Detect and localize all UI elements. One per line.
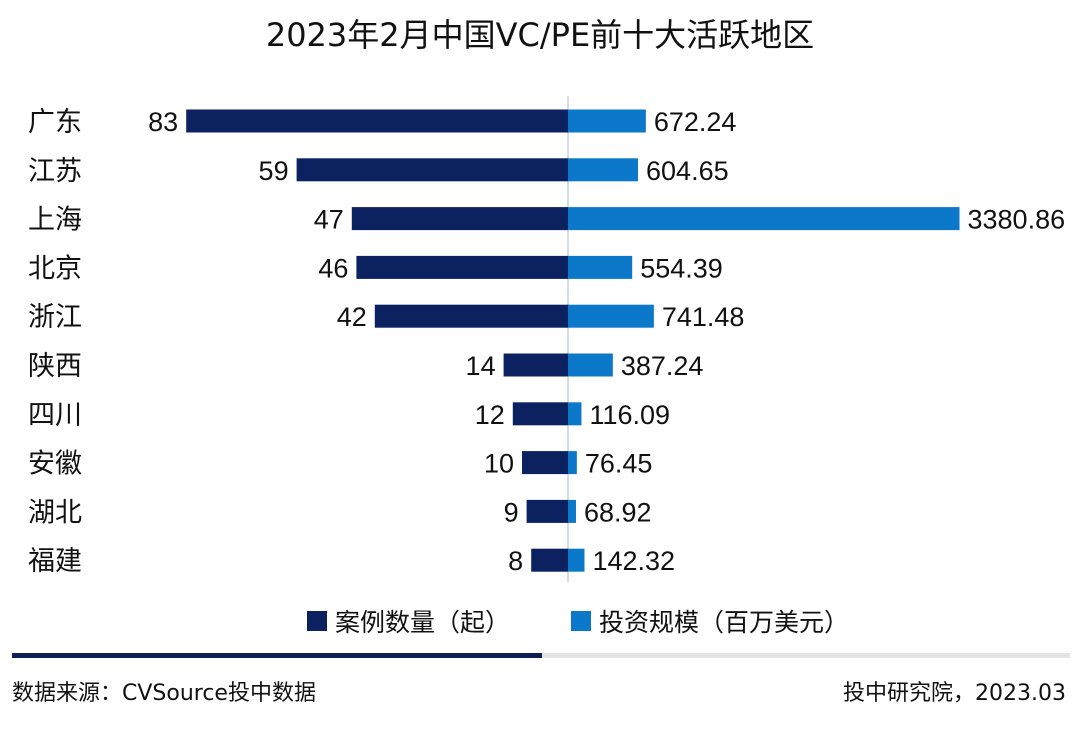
value-label-case-count: 10 bbox=[484, 449, 514, 479]
category-label: 江苏 bbox=[28, 156, 82, 187]
bar-investment-size bbox=[568, 207, 960, 231]
data-source-note: 数据来源：CVSource投中数据 bbox=[12, 681, 316, 706]
bar-investment-size bbox=[568, 304, 654, 328]
category-label: 四川 bbox=[28, 400, 82, 431]
value-label-investment-size: 604.65 bbox=[646, 156, 729, 186]
value-label-investment-size: 672.24 bbox=[654, 107, 737, 137]
bar-case-count bbox=[186, 109, 568, 133]
value-label-case-count: 59 bbox=[259, 156, 289, 186]
category-label: 广东 bbox=[28, 107, 82, 138]
value-label-investment-size: 741.48 bbox=[662, 302, 745, 332]
legend-label-investment-size: 投资规模（百万美元） bbox=[599, 608, 849, 637]
value-label-investment-size: 387.24 bbox=[621, 351, 704, 381]
category-label: 福建 bbox=[28, 546, 82, 577]
category-label: 陕西 bbox=[28, 351, 82, 382]
legend-label-case-count: 案例数量（起） bbox=[335, 608, 510, 637]
bar-investment-size bbox=[568, 548, 585, 572]
bar-case-count bbox=[296, 158, 568, 182]
footer-divider-light bbox=[542, 653, 1070, 658]
value-label-investment-size: 68.92 bbox=[584, 497, 652, 527]
bar-investment-size bbox=[568, 109, 646, 133]
value-label-case-count: 46 bbox=[318, 253, 348, 283]
bar-case-count bbox=[526, 499, 568, 523]
bar-case-count bbox=[503, 353, 568, 377]
publisher-credit: 投中研究院，2023.03 bbox=[843, 681, 1066, 706]
value-label-investment-size: 554.39 bbox=[640, 253, 723, 283]
value-label-case-count: 14 bbox=[466, 351, 496, 381]
footer-divider-dark bbox=[12, 653, 542, 658]
category-label: 湖北 bbox=[28, 497, 82, 528]
category-label: 安徽 bbox=[28, 449, 82, 480]
category-label: 浙江 bbox=[28, 302, 82, 333]
bar-investment-size bbox=[568, 158, 639, 182]
value-label-investment-size: 116.09 bbox=[589, 400, 670, 430]
bar-case-count bbox=[512, 402, 568, 426]
value-label-investment-size: 142.32 bbox=[592, 546, 675, 576]
value-label-case-count: 9 bbox=[504, 497, 519, 527]
bar-investment-size bbox=[568, 402, 582, 426]
diverging-bar-chart: 广东 83 672.24 江苏 59 604.65 上海 47 3380.86 北京 46 554.3… bbox=[28, 96, 1066, 637]
value-label-investment-size: 76.45 bbox=[585, 449, 653, 479]
category-label: 北京 bbox=[28, 253, 82, 284]
bar-case-count bbox=[351, 207, 568, 231]
bar-case-count bbox=[356, 255, 568, 279]
value-label-case-count: 42 bbox=[337, 302, 367, 332]
bar-investment-size bbox=[568, 353, 613, 377]
value-label-case-count: 12 bbox=[475, 400, 505, 430]
bar-case-count bbox=[531, 548, 568, 572]
legend-swatch-case-count bbox=[307, 611, 327, 631]
value-label-case-count: 83 bbox=[148, 107, 178, 137]
value-label-investment-size: 3380.86 bbox=[968, 205, 1066, 235]
category-label: 上海 bbox=[28, 205, 82, 236]
chart-title: 2023年2月中国VC/PE前十大活跃地区 bbox=[265, 16, 815, 54]
legend-swatch-investment-size bbox=[571, 611, 591, 631]
bar-investment-size bbox=[568, 451, 577, 475]
value-label-case-count: 47 bbox=[314, 205, 344, 235]
bar-case-count bbox=[374, 304, 568, 328]
value-label-case-count: 8 bbox=[508, 546, 523, 576]
bar-investment-size bbox=[568, 499, 576, 523]
bar-case-count bbox=[522, 451, 568, 475]
bar-investment-size bbox=[568, 255, 633, 279]
